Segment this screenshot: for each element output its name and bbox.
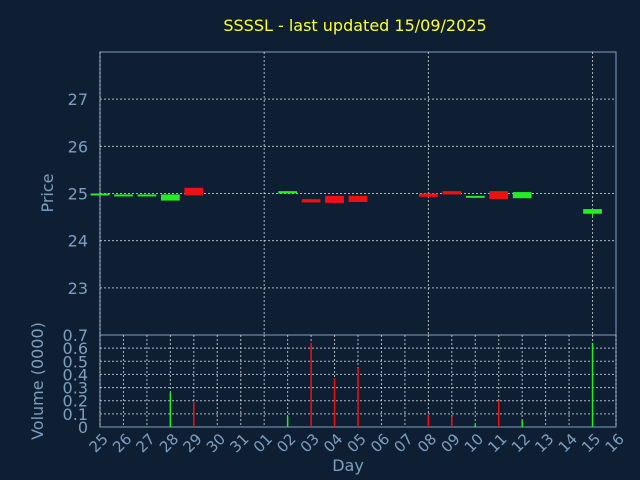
volume-bar — [591, 342, 594, 427]
day-tick-label: 12 — [508, 430, 534, 456]
candle-body — [90, 193, 110, 196]
day-tick-label: 26 — [109, 430, 135, 456]
price-tick-label: 24 — [68, 232, 88, 251]
candle-body — [301, 199, 321, 203]
candle-body — [512, 192, 532, 199]
volume-bar — [474, 424, 477, 427]
day-tick-label: 31 — [226, 430, 252, 456]
volume-bar — [521, 420, 523, 427]
day-tick-label: 06 — [367, 430, 393, 456]
volume-bar — [99, 426, 101, 427]
candle-body — [583, 209, 602, 214]
price-tick-label: 26 — [68, 137, 88, 156]
candle-body — [114, 194, 133, 197]
volume-bar — [146, 426, 148, 427]
volume-ticks: 00.10.20.30.40.50.60.7 — [63, 326, 88, 437]
volume-tick-label: 0.1 — [63, 405, 88, 424]
volume-tick-label: 0.7 — [63, 326, 88, 345]
day-tick-label: 10 — [461, 430, 487, 456]
day-ticks: 2526272829303101020304050607080910111213… — [86, 430, 628, 456]
day-tick-label: 28 — [156, 430, 182, 456]
day-tick-label: 27 — [133, 430, 159, 456]
day-tick-label: 30 — [203, 430, 229, 456]
price-grid — [99, 52, 616, 335]
candle-body — [160, 194, 180, 201]
volume-bar — [451, 416, 453, 427]
volume-bar — [122, 426, 125, 427]
day-tick-label: 15 — [578, 430, 604, 456]
candle-body — [442, 191, 462, 195]
volume-tick-label: 0.5 — [63, 352, 88, 371]
price-ticks: 23 24 25 26 27 — [68, 90, 88, 298]
candle-body — [278, 191, 298, 194]
day-tick-label: 25 — [86, 430, 112, 456]
day-tick-label: 05 — [344, 430, 370, 456]
day-tick-label: 29 — [179, 430, 205, 456]
volume-bar — [497, 400, 500, 427]
volume-bar — [169, 392, 172, 427]
price-axis-label: Price — [38, 173, 57, 212]
day-tick-label: 03 — [297, 430, 323, 456]
day-axis-label: Day — [332, 456, 364, 475]
volume-tick-label: 0.4 — [63, 365, 88, 384]
volume-bar — [357, 367, 359, 427]
day-tick-label: 07 — [391, 430, 417, 456]
volume-tick-label: 0 — [78, 418, 88, 437]
volume-bar — [427, 415, 430, 427]
day-tick-label: 02 — [273, 430, 299, 456]
day-tick-label: 11 — [484, 430, 510, 456]
volume-bar — [333, 378, 336, 427]
price-tick-label: 25 — [68, 185, 88, 204]
volume-bar — [193, 402, 195, 427]
candle-body — [184, 187, 204, 196]
candle-body — [465, 195, 485, 198]
candle-body — [137, 194, 157, 197]
chart-title: SSSSL - last updated 15/09/2025 — [223, 16, 486, 35]
day-tick-label: 01 — [250, 430, 276, 456]
day-tick-label: 04 — [320, 430, 346, 456]
day-tick-label: 13 — [531, 430, 557, 456]
candles-layer — [90, 187, 602, 218]
volume-grid — [99, 335, 617, 427]
day-tick-label: 14 — [555, 430, 581, 456]
day-tick-label: 09 — [437, 430, 463, 456]
candle-body — [348, 195, 368, 202]
candle-body — [418, 193, 438, 197]
price-tick-label: 23 — [68, 279, 88, 298]
day-tick-label: 16 — [602, 430, 628, 456]
volume-tick-label: 0.3 — [63, 379, 88, 398]
volume-bar — [286, 416, 289, 427]
volume-bar — [310, 342, 312, 427]
volume-tick-label: 0.2 — [63, 392, 88, 411]
price-tick-label: 27 — [68, 90, 88, 109]
candle-body — [489, 191, 509, 200]
volume-bars-layer — [99, 342, 594, 427]
candle-body — [325, 195, 344, 203]
volume-axis-label: Volume (0000) — [28, 322, 47, 440]
day-tick-label: 08 — [414, 430, 440, 456]
volume-tick-label: 0.6 — [63, 339, 88, 358]
